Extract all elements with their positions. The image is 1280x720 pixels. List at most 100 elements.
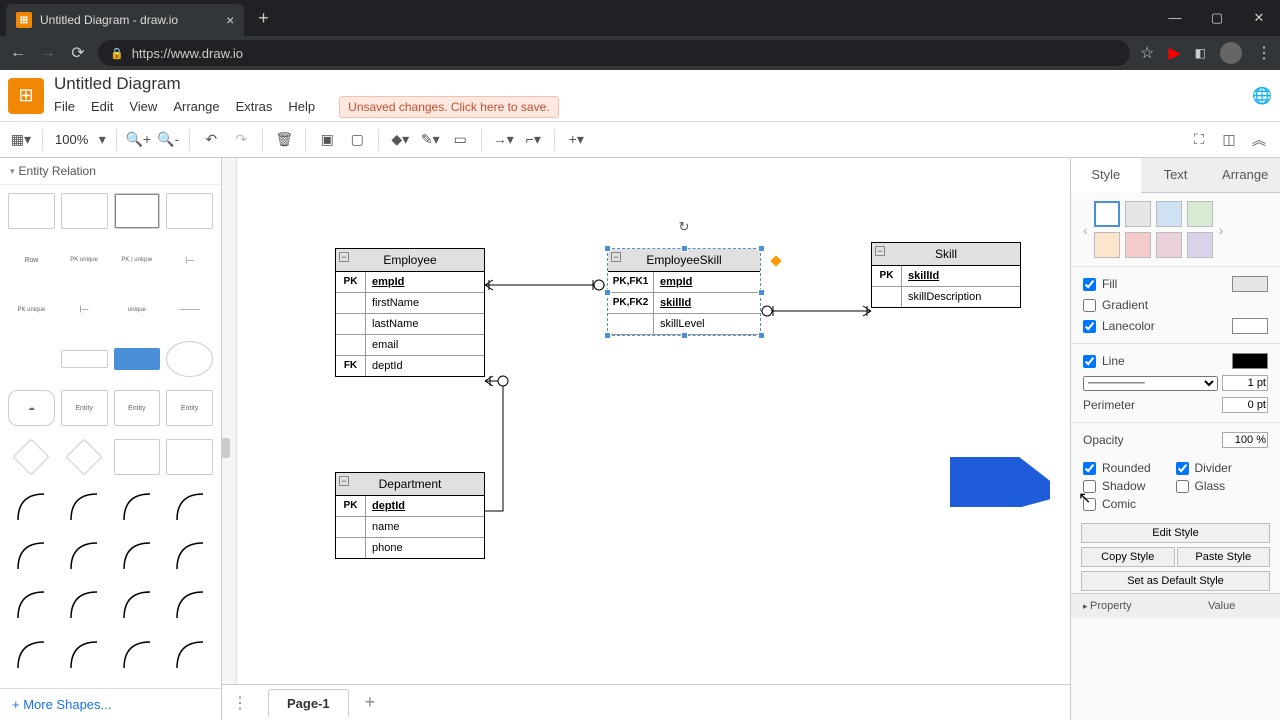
entity-row[interactable]: name: [336, 517, 484, 538]
gradient-checkbox[interactable]: [1083, 299, 1096, 312]
selection-handle[interactable]: [604, 289, 611, 296]
swatch-next-icon[interactable]: ›: [1217, 222, 1226, 238]
zoom-in-icon[interactable]: 🔍+: [125, 127, 151, 153]
selection-handle[interactable]: [681, 245, 688, 252]
shape-entity3[interactable]: Entity: [166, 390, 213, 426]
shape-row5[interactable]: PK unique: [8, 292, 55, 328]
copy-style-button[interactable]: Copy Style: [1081, 547, 1175, 567]
color-swatch-5[interactable]: [1125, 232, 1151, 258]
glass-checkbox[interactable]: [1176, 480, 1189, 493]
collapse-icon[interactable]: ︽: [1246, 127, 1272, 153]
color-swatch-2[interactable]: [1156, 201, 1182, 227]
entity-employee[interactable]: −EmployeePKempIdfirstNamelastNameemailFK…: [335, 248, 485, 377]
color-swatch-6[interactable]: [1156, 232, 1182, 258]
color-swatch-1[interactable]: [1125, 201, 1151, 227]
selection-handle[interactable]: [758, 332, 765, 339]
entity-row[interactable]: skillDescription: [872, 287, 1020, 307]
delete-icon[interactable]: 🗑: [271, 127, 297, 153]
back-icon[interactable]: ←: [8, 44, 28, 62]
divider-checkbox[interactable]: [1176, 462, 1189, 475]
reload-icon[interactable]: ⟳: [68, 43, 88, 63]
browser-tab[interactable]: ⊞ Untitled Diagram - draw.io ×: [6, 4, 244, 36]
shape-row[interactable]: Row: [8, 242, 55, 278]
zoom-out-icon[interactable]: 🔍-: [155, 127, 181, 153]
shape-relation-curve[interactable]: [114, 538, 161, 574]
shape-relation-curve[interactable]: [61, 489, 108, 525]
shape-row2[interactable]: PK unique: [61, 242, 108, 278]
pages-menu-icon[interactable]: ⋮: [232, 693, 248, 713]
shape-circle[interactable]: [166, 341, 213, 377]
lanecolor-color[interactable]: [1232, 318, 1268, 334]
shape-relation-curve[interactable]: [61, 538, 108, 574]
entity-row[interactable]: email: [336, 335, 484, 356]
line-checkbox[interactable]: [1083, 355, 1096, 368]
entity-row[interactable]: firstName: [336, 293, 484, 314]
shape-multi[interactable]: [114, 439, 161, 475]
zoom-dropdown-icon[interactable]: ▾: [96, 127, 108, 153]
forward-icon[interactable]: →: [38, 44, 58, 62]
shape-table3[interactable]: [114, 193, 161, 229]
entity-header[interactable]: −Department: [336, 473, 484, 496]
document-title[interactable]: Untitled Diagram: [54, 74, 559, 94]
zoom-display[interactable]: 100%: [51, 132, 92, 147]
lanecolor-checkbox[interactable]: [1083, 320, 1096, 333]
page-tab[interactable]: Page-1: [268, 689, 349, 717]
menu-view[interactable]: View: [129, 99, 157, 114]
color-swatch-0[interactable]: [1094, 201, 1120, 227]
shape-header[interactable]: [114, 348, 161, 370]
entity-header[interactable]: −Employee: [336, 249, 484, 272]
collapse-icon[interactable]: −: [339, 252, 349, 262]
line-color-icon[interactable]: ✎▾: [417, 127, 443, 153]
entity-row[interactable]: PKdeptId: [336, 496, 484, 517]
shape-relation-curve[interactable]: [166, 538, 213, 574]
entity-header[interactable]: −EmployeeSkill: [608, 249, 760, 272]
entity-row[interactable]: PKskillId: [872, 266, 1020, 287]
color-swatch-7[interactable]: [1187, 232, 1213, 258]
selection-handle[interactable]: [681, 332, 688, 339]
shape-diamond[interactable]: [13, 439, 50, 476]
shape-diamond2[interactable]: [66, 439, 103, 476]
unsaved-warning[interactable]: Unsaved changes. Click here to save.: [339, 96, 558, 118]
entity-row[interactable]: PK,FK2skillId: [608, 293, 760, 314]
to-back-icon[interactable]: ▢: [344, 127, 370, 153]
fill-color-icon[interactable]: ◆▾: [387, 127, 413, 153]
entity-department[interactable]: −DepartmentPKdeptIdnamephone: [335, 472, 485, 559]
add-page-icon[interactable]: +: [365, 692, 376, 713]
menu-file[interactable]: File: [54, 99, 75, 114]
rotate-handle-icon[interactable]: ↻: [679, 219, 690, 235]
menu-arrange[interactable]: Arrange: [173, 99, 219, 114]
line-color[interactable]: [1232, 353, 1268, 369]
shape-relation-curve[interactable]: [114, 587, 161, 623]
collapse-icon[interactable]: −: [339, 476, 349, 486]
shape-entity2[interactable]: Entity: [114, 390, 161, 426]
star-icon[interactable]: ☆: [1140, 43, 1154, 63]
entity-employeeSkill[interactable]: −EmployeeSkillPK,FK1empIdPK,FK2skillIdsk…: [607, 248, 761, 336]
swatch-prev-icon[interactable]: ‹: [1081, 222, 1090, 238]
edit-style-button[interactable]: Edit Style: [1081, 523, 1270, 543]
address-bar[interactable]: 🔒 https://www.draw.io: [98, 40, 1130, 66]
shape-entity1[interactable]: Entity: [61, 390, 108, 426]
fill-checkbox[interactable]: [1083, 278, 1096, 291]
app-logo-icon[interactable]: ⊞: [8, 78, 44, 114]
shape-relation-curve[interactable]: [114, 489, 161, 525]
collapse-icon[interactable]: −: [611, 252, 621, 262]
view-mode-button[interactable]: ▦▾: [8, 127, 34, 153]
selection-handle[interactable]: [604, 332, 611, 339]
shape-table4[interactable]: [166, 193, 213, 229]
rounded-checkbox[interactable]: [1083, 462, 1096, 475]
undo-icon[interactable]: ↶: [198, 127, 224, 153]
shape-relation-curve[interactable]: [166, 489, 213, 525]
shape-relation-curve[interactable]: [61, 637, 108, 673]
maximize-icon[interactable]: ▢: [1196, 10, 1238, 26]
tab-style[interactable]: Style: [1071, 158, 1141, 193]
default-style-button[interactable]: Set as Default Style: [1081, 571, 1270, 591]
menu-extras[interactable]: Extras: [236, 99, 273, 114]
line-style-select[interactable]: ────────: [1083, 376, 1218, 391]
selection-handle[interactable]: [758, 245, 765, 252]
line-width-input[interactable]: [1222, 375, 1268, 391]
shape-line[interactable]: ———: [166, 292, 213, 328]
color-swatch-4[interactable]: [1094, 232, 1120, 258]
entity-row[interactable]: FKdeptId: [336, 356, 484, 376]
property-header[interactable]: Property Value: [1071, 593, 1280, 618]
shape-relation-curve[interactable]: [8, 489, 55, 525]
